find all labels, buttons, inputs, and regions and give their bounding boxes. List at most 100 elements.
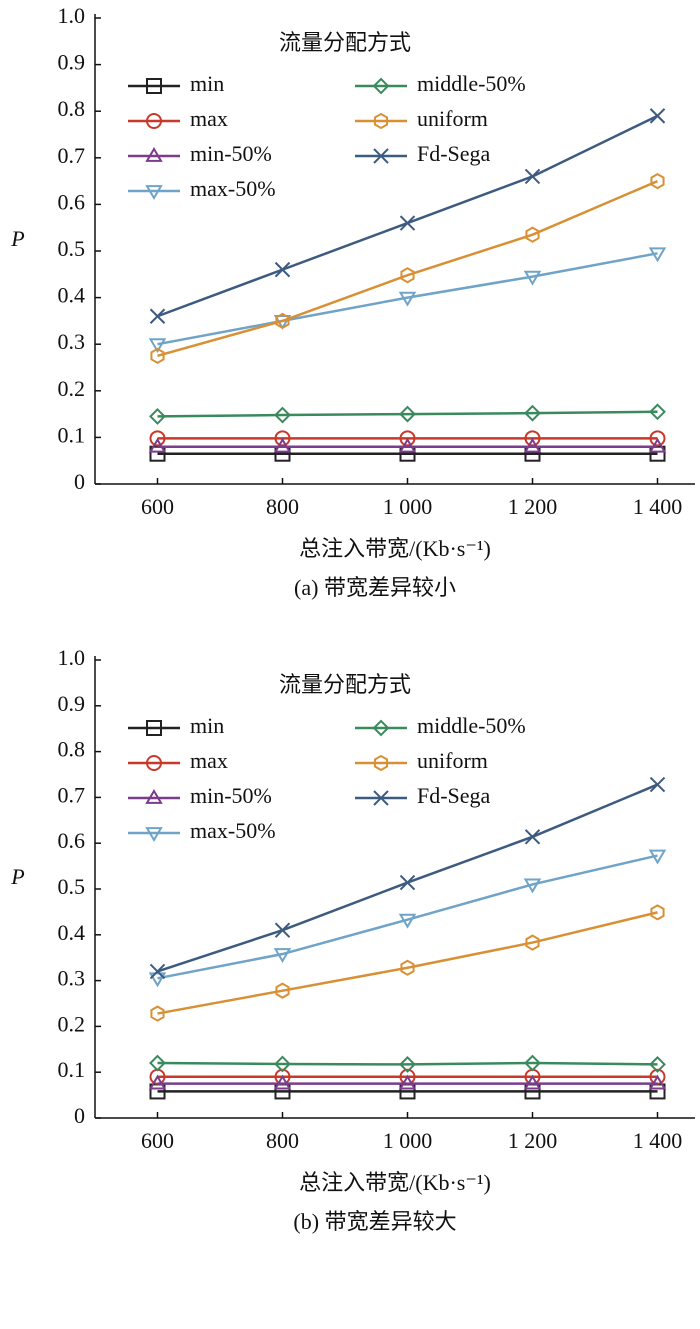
legend-title: 流量分配方式	[279, 30, 411, 55]
x-tick-label: 800	[266, 494, 299, 519]
marker	[399, 430, 416, 447]
marker	[648, 437, 667, 453]
y-tick-label: 0.4	[58, 920, 86, 945]
marker	[523, 437, 542, 453]
marker	[146, 755, 162, 771]
marker	[146, 113, 162, 129]
marker	[274, 406, 291, 424]
marker	[398, 291, 417, 307]
marker	[524, 1054, 541, 1072]
y-tick-label: 0.8	[58, 737, 86, 762]
marker	[524, 430, 541, 447]
marker	[648, 247, 667, 263]
legend-label: uniform	[417, 748, 488, 773]
marker	[148, 1074, 167, 1090]
marker	[525, 226, 540, 243]
marker	[148, 972, 167, 988]
marker	[146, 78, 162, 94]
legend-label: min	[190, 713, 224, 738]
marker	[145, 185, 163, 200]
y-tick-label: 0.3	[58, 329, 86, 354]
x-tick-label: 600	[141, 494, 174, 519]
y-tick-label: 0.6	[58, 189, 86, 214]
marker	[149, 308, 166, 324]
marker	[372, 77, 390, 95]
marker	[145, 827, 163, 842]
marker	[373, 148, 389, 164]
marker	[523, 878, 542, 894]
y-tick-label: 0.5	[58, 874, 86, 899]
x-tick-label: 1 400	[633, 1128, 683, 1153]
marker	[399, 874, 416, 891]
legend-label: max	[190, 748, 228, 773]
y-tick-label: 1.0	[58, 3, 86, 28]
marker	[149, 408, 166, 425]
marker	[398, 437, 417, 453]
series-line	[157, 783, 658, 973]
marker	[523, 270, 542, 286]
x-tick-label: 1 000	[383, 1128, 433, 1153]
marker	[649, 776, 666, 793]
marker	[400, 959, 415, 976]
marker	[398, 913, 417, 929]
legend-label: min	[190, 71, 224, 96]
y-tick-label: 0.3	[58, 966, 86, 991]
marker	[649, 1055, 666, 1073]
marker	[524, 168, 541, 185]
x-tick-label: 1 400	[633, 494, 683, 519]
marker	[146, 720, 162, 736]
marker	[649, 108, 666, 124]
legend-title: 流量分配方式	[279, 672, 411, 697]
marker	[145, 147, 163, 162]
marker	[274, 430, 291, 447]
marker	[523, 1074, 542, 1090]
legend-label: middle-50%	[417, 713, 526, 738]
marker	[649, 430, 666, 447]
x-axis-label: 总注入带宽/(Kb·s⁻¹)	[299, 536, 491, 561]
marker	[400, 267, 415, 284]
caption: (b) 带宽差异较大	[293, 1209, 456, 1234]
y-tick-label: 0.2	[58, 376, 86, 401]
marker	[145, 789, 163, 804]
y-tick-label: 0.7	[58, 782, 86, 807]
marker	[650, 904, 665, 921]
y-tick-label: 1.0	[58, 645, 86, 670]
marker	[649, 403, 666, 421]
marker	[648, 849, 667, 865]
x-axis-label: 总注入带宽/(Kb·s⁻¹)	[299, 1170, 491, 1195]
x-tick-label: 1 200	[508, 494, 558, 519]
x-tick-label: 800	[266, 1128, 299, 1153]
legend-label: max-50%	[190, 176, 276, 201]
marker	[525, 934, 540, 951]
marker	[399, 405, 416, 423]
y-tick-label: 0.6	[58, 828, 86, 853]
marker	[274, 922, 291, 938]
series-line	[157, 410, 658, 418]
y-tick-label: 0.1	[58, 422, 86, 447]
legend-label: Fd-Sega	[417, 141, 491, 166]
legend-label: min-50%	[190, 141, 272, 166]
y-tick-label: 0.1	[58, 1057, 86, 1082]
y-tick-label: 0.7	[58, 143, 86, 168]
y-tick-label: 0.4	[58, 283, 86, 308]
y-tick-label: 0.2	[58, 1011, 86, 1036]
marker	[149, 1054, 166, 1072]
marker	[275, 312, 290, 330]
series-line	[157, 911, 658, 1015]
marker	[150, 1005, 165, 1022]
x-tick-label: 1 200	[508, 1128, 558, 1153]
marker	[373, 790, 389, 806]
y-tick-label: 0	[74, 469, 85, 494]
series-line	[157, 854, 658, 980]
marker	[524, 829, 541, 845]
marker	[273, 437, 292, 453]
marker	[524, 404, 541, 422]
legend-label: middle-50%	[417, 71, 526, 96]
marker	[273, 948, 292, 964]
y-tick-label: 0.8	[58, 96, 86, 121]
marker	[650, 172, 665, 190]
marker	[648, 1074, 667, 1090]
marker	[148, 437, 167, 453]
legend-label: max	[190, 106, 228, 131]
marker	[399, 1055, 416, 1073]
